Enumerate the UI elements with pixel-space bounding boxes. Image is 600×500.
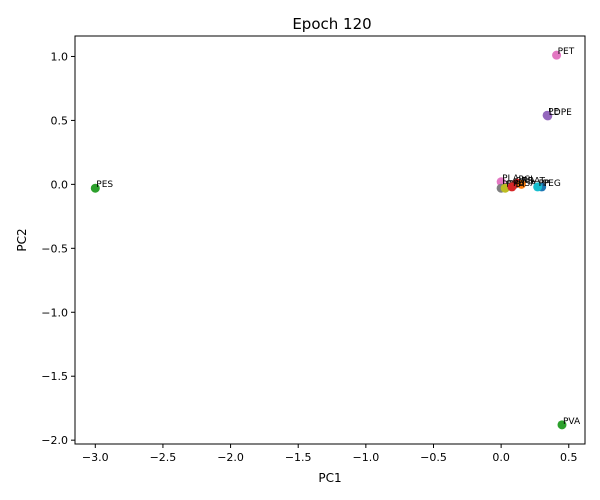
y-tick-label: −1.0 [41,306,68,319]
point-label-peg: PEG [543,179,561,189]
point-label-pp: PP [539,179,550,189]
point-label-pet: PET [558,47,575,57]
point-label-pes: PES [96,180,113,190]
y-tick-label: 0.5 [51,114,69,127]
x-axis-label: PC1 [318,471,341,485]
y-tick-label: −1.5 [41,370,68,383]
x-tick-label: −3.0 [82,451,109,464]
x-tick-label: 0.5 [560,451,578,464]
chart-title: Epoch 120 [292,15,371,33]
x-tick-label: −1.0 [352,451,379,464]
data-point-pet [552,50,562,60]
y-tick-label: −2.0 [41,434,68,447]
point-label-pbsa: PBSA [513,179,537,189]
data-point-pp [533,182,543,192]
data-point-ldpe [543,111,553,121]
point-label-pbat: PBAT [522,176,545,186]
point-label-pva: PVA [563,417,581,427]
data-point-pla [496,177,506,187]
x-tick-label: −2.0 [217,451,244,464]
plot-frame [74,35,586,445]
data-point-pha [500,183,510,193]
point-label-pe: PE [548,107,559,117]
y-axis-ticks: 1.0 0.5 0.0 −0.5 −1.0 −1.5 −2.0 [41,50,75,447]
point-label-ldpe: LDPE [549,108,572,118]
x-tick-label: −1.5 [285,451,312,464]
x-tick-label: 0.0 [492,451,510,464]
y-axis-label: PC2 [15,228,29,251]
point-label-pla: PLA [502,174,520,184]
y-tick-label: 1.0 [51,50,69,63]
point-label-pcl: PCL [518,175,535,185]
data-point-pva [557,420,567,430]
data-point-pbsa [507,182,517,192]
x-tick-label: −0.5 [420,451,447,464]
data-point-pbat [516,179,526,189]
y-tick-label: 0.0 [51,178,69,191]
data-point-pes [90,183,100,193]
data-points: PESPETPELDPEPVAPLAPBSPCLPBATPHBPHAPBSAPE… [90,47,581,430]
x-axis-ticks: −3.0 −2.5 −2.0 −1.5 −1.0 −0.5 0.0 0.5 [82,444,578,464]
x-tick-label: −2.5 [150,451,177,464]
y-tick-label: −0.5 [41,242,68,255]
